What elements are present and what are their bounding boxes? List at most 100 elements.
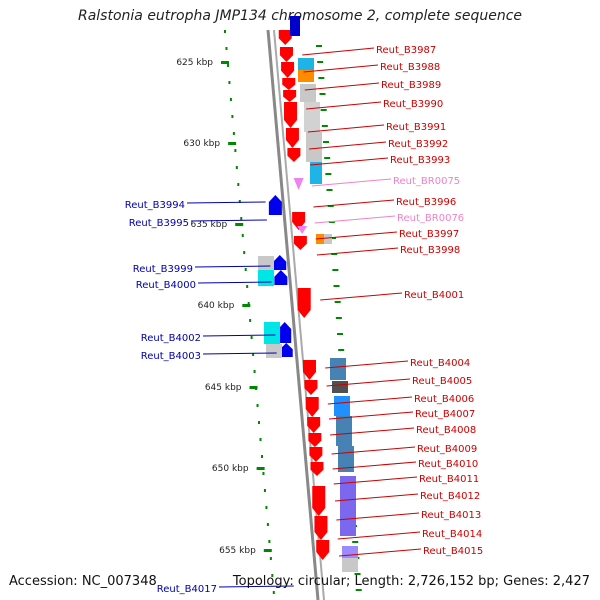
scale-tick [234, 149, 237, 152]
scale-tick [271, 574, 274, 577]
scale-tick [249, 319, 252, 322]
forward-gene-arrow [312, 486, 326, 516]
scale-major-tick [242, 304, 251, 307]
forward-gene-arrow [310, 462, 324, 476]
gene-label-right: Reut_B3989 [381, 80, 441, 91]
gene-label-right: Reut_BR0075 [393, 176, 460, 187]
forward-gene-arrow [278, 30, 292, 45]
scale-tick [334, 301, 341, 303]
scale-tick [319, 93, 326, 95]
feature-block [266, 344, 282, 358]
gene-label-right: Reut_B4008 [416, 425, 476, 436]
forward-gene-arrow [279, 47, 293, 62]
feature-block [258, 256, 274, 270]
gene-label-right: Reut_B3997 [399, 229, 459, 240]
gene-label-right: Reut_B3987 [376, 45, 436, 56]
scale-tick [252, 353, 255, 356]
scale-tick [323, 141, 330, 143]
gene-label-right: Reut_B3990 [383, 99, 443, 110]
scale-tick [259, 438, 262, 441]
scale-tick [328, 221, 335, 223]
scale-label: 635 kbp [191, 220, 228, 230]
scale-tick [241, 234, 244, 237]
scale-label: 645 kbp [205, 383, 242, 393]
forward-gene-arrow [285, 128, 299, 148]
scale-tick [250, 336, 253, 339]
scale-tick [229, 98, 232, 101]
forward-gene-arrow [292, 212, 306, 230]
feature-block [342, 546, 358, 558]
scale-tick [262, 472, 265, 475]
gene-label-right: Reut_BR0076 [397, 213, 464, 224]
gene-label-right: Reut_B4012 [420, 491, 480, 502]
gene-label-left: Reut_B3999 [133, 264, 193, 275]
scale-tick [269, 557, 272, 560]
forward-gene-arrow [284, 102, 298, 128]
label-leader [334, 493, 419, 502]
feature-block [340, 476, 356, 536]
gene-label-right: Reut_B4014 [422, 529, 482, 540]
scale-tick [224, 30, 226, 33]
scale-tick [240, 217, 243, 220]
gene-label-left: Reut_B4002 [141, 333, 201, 344]
feature-block [258, 270, 274, 286]
label-leader [332, 461, 417, 470]
forward-gene-arrow [297, 288, 311, 318]
gene-label-right: Reut_B4009 [417, 444, 477, 455]
label-leader [331, 446, 416, 455]
gene-label-right: Reut_B3992 [388, 139, 448, 150]
gene-label-right: Reut_B4004 [410, 358, 470, 369]
gene-label-left: Reut_B4017 [157, 584, 217, 595]
scale-major-tick [221, 61, 229, 64]
scale-tick [318, 77, 325, 79]
scale-major-tick [235, 223, 244, 226]
forward-gene-arrow [302, 360, 316, 380]
gene-label-right: Reut_B4007 [415, 409, 475, 420]
scale-major-tick [263, 549, 272, 552]
label-leader [315, 231, 398, 240]
label-leader [327, 396, 413, 405]
label-leader [202, 334, 276, 337]
gene-labels: Reut_B3987 Reut_B3988 Reut_B3989 Reut_B3990… [125, 45, 483, 595]
gene-label-right: Reut_B3993 [390, 155, 450, 166]
feature-block [298, 58, 314, 70]
feature-block [304, 102, 320, 132]
label-leader [218, 585, 294, 588]
scale-tick [243, 251, 246, 254]
label-leader [328, 411, 414, 420]
feature-block [324, 234, 332, 244]
gene-label-right: Reut_B4001 [404, 290, 464, 301]
scale-tick [321, 125, 328, 127]
forward-gene-arrow [308, 433, 322, 447]
label-leader [197, 281, 272, 284]
forward-gene-arrow [309, 447, 323, 462]
gene-label-right: Reut_B3988 [380, 62, 440, 73]
gene-features [258, 16, 358, 572]
feature-block [330, 358, 346, 380]
feature-block [306, 132, 322, 162]
feature-block [300, 84, 316, 102]
scale-tick [253, 370, 256, 373]
scale-label: 650 kbp [212, 464, 249, 474]
scale-label: 640 kbp [198, 301, 235, 311]
label-leader [302, 47, 375, 56]
reverse-gene-arrow [278, 322, 292, 343]
forward-gene-arrow [281, 62, 295, 78]
scale-tick [355, 589, 362, 591]
scale-tick [246, 285, 249, 288]
scale-tick [333, 285, 340, 287]
label-leader [202, 352, 277, 355]
gene-label-right: Reut_B3998 [400, 245, 460, 256]
gene-label-left: Reut_B3994 [125, 200, 185, 211]
scale-tick [256, 404, 259, 407]
scale-tick [235, 166, 238, 169]
scale-label: 630 kbp [183, 139, 220, 149]
feature-block [298, 70, 314, 82]
scale-tick [326, 189, 333, 191]
label-leader [190, 219, 267, 222]
topology-text: Topology: circular; Length: 2,726,152 bp… [232, 574, 590, 589]
scale-tick [260, 455, 263, 458]
scale-tick [316, 45, 322, 47]
gene-label-right: Reut_B4006 [414, 394, 474, 405]
label-leader [303, 64, 379, 73]
